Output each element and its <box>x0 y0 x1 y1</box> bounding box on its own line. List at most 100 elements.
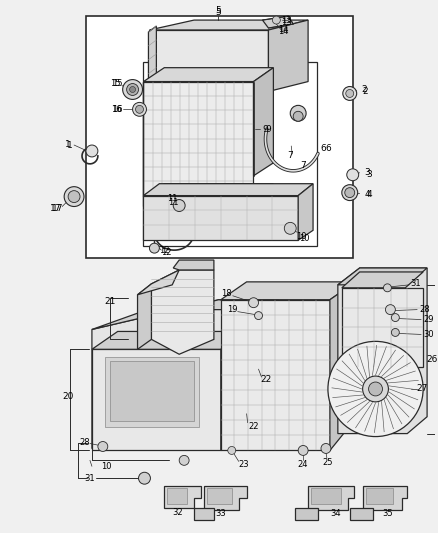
Text: 31: 31 <box>410 279 420 288</box>
Circle shape <box>130 86 135 92</box>
Circle shape <box>98 441 108 451</box>
Circle shape <box>138 472 150 484</box>
Bar <box>221 300 330 450</box>
Circle shape <box>284 222 296 235</box>
Text: 10: 10 <box>296 232 307 241</box>
Circle shape <box>68 191 80 203</box>
Polygon shape <box>173 260 214 270</box>
Text: 20: 20 <box>63 392 74 401</box>
Circle shape <box>293 111 303 121</box>
Polygon shape <box>204 486 247 510</box>
Text: 32: 32 <box>172 508 183 518</box>
Circle shape <box>254 312 262 320</box>
Text: 16: 16 <box>111 105 122 114</box>
Bar <box>342 288 423 367</box>
Polygon shape <box>254 68 273 176</box>
Polygon shape <box>308 486 354 510</box>
Bar <box>105 357 199 426</box>
Text: 31: 31 <box>85 474 95 483</box>
Circle shape <box>321 443 331 454</box>
Polygon shape <box>149 30 268 92</box>
Circle shape <box>290 106 306 121</box>
Text: 15: 15 <box>110 79 121 88</box>
Text: 3: 3 <box>367 170 372 179</box>
Polygon shape <box>221 332 278 450</box>
Circle shape <box>249 298 258 308</box>
Text: 29: 29 <box>424 315 434 324</box>
Text: 23: 23 <box>238 460 249 469</box>
Text: 16: 16 <box>113 105 123 114</box>
Text: 25: 25 <box>323 458 333 467</box>
Bar <box>144 62 317 246</box>
Circle shape <box>369 382 382 396</box>
Polygon shape <box>221 282 356 300</box>
Bar <box>144 82 253 196</box>
Polygon shape <box>92 349 221 450</box>
Text: 10: 10 <box>102 462 112 471</box>
Polygon shape <box>338 268 427 285</box>
Polygon shape <box>330 282 356 450</box>
Circle shape <box>385 305 396 314</box>
Text: 6: 6 <box>325 144 331 154</box>
Text: 13: 13 <box>281 18 292 27</box>
Polygon shape <box>164 486 201 508</box>
Circle shape <box>345 188 355 198</box>
Bar <box>86 16 353 258</box>
Text: 5: 5 <box>215 7 221 17</box>
Text: 1: 1 <box>67 141 73 150</box>
Circle shape <box>363 376 389 402</box>
Text: 2: 2 <box>362 85 367 94</box>
Text: 5: 5 <box>215 6 221 15</box>
Polygon shape <box>268 20 308 92</box>
Bar <box>167 488 187 504</box>
Bar <box>311 488 341 504</box>
Polygon shape <box>148 26 156 90</box>
Text: 28: 28 <box>80 438 90 447</box>
Polygon shape <box>138 284 152 349</box>
Circle shape <box>135 106 144 114</box>
Text: 10: 10 <box>299 234 309 243</box>
Circle shape <box>328 341 423 437</box>
Text: 22: 22 <box>248 422 259 431</box>
Polygon shape <box>262 16 293 28</box>
Text: 14: 14 <box>278 28 289 36</box>
Circle shape <box>228 447 236 455</box>
Circle shape <box>392 328 399 336</box>
Polygon shape <box>194 508 214 520</box>
Circle shape <box>298 446 308 455</box>
Circle shape <box>149 243 159 253</box>
Circle shape <box>133 102 146 116</box>
Circle shape <box>346 90 354 98</box>
Polygon shape <box>363 486 407 510</box>
Text: 17: 17 <box>49 204 61 213</box>
Bar <box>144 196 253 206</box>
Polygon shape <box>295 508 318 520</box>
Text: 4: 4 <box>367 190 372 199</box>
Text: 22: 22 <box>261 375 272 384</box>
Circle shape <box>173 199 185 212</box>
Text: 12: 12 <box>161 248 172 256</box>
Polygon shape <box>144 184 313 196</box>
Text: 7: 7 <box>300 161 306 171</box>
Text: 34: 34 <box>331 510 341 519</box>
Circle shape <box>343 86 357 100</box>
Bar <box>207 488 232 504</box>
Polygon shape <box>152 270 214 354</box>
Polygon shape <box>338 268 427 433</box>
Text: 13: 13 <box>281 15 292 25</box>
Text: 17: 17 <box>52 204 63 213</box>
Text: 35: 35 <box>382 510 393 519</box>
Text: 33: 33 <box>215 510 226 519</box>
Text: 26: 26 <box>426 355 438 364</box>
Text: 7: 7 <box>287 151 293 160</box>
Polygon shape <box>92 300 278 448</box>
Bar <box>110 361 194 421</box>
Text: 14: 14 <box>278 26 289 35</box>
Text: 1: 1 <box>65 140 71 149</box>
Text: 21: 21 <box>104 297 116 306</box>
Text: 9: 9 <box>263 125 268 134</box>
Polygon shape <box>144 196 298 240</box>
Text: 18: 18 <box>222 289 232 298</box>
Polygon shape <box>144 68 273 82</box>
Circle shape <box>347 169 359 181</box>
